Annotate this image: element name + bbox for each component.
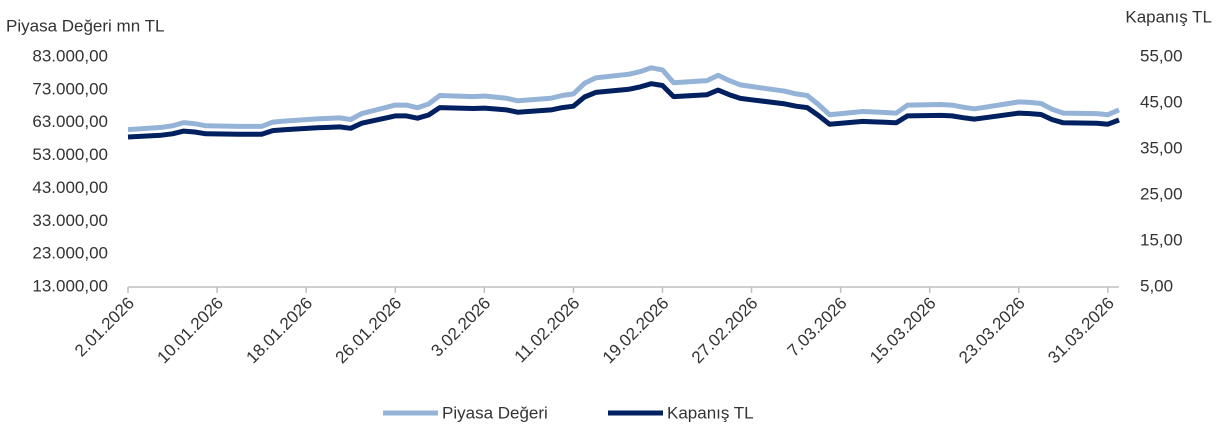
- y-tick-label: 83.000,00: [32, 46, 108, 65]
- x-tick-label: 31.03.2026: [1044, 294, 1118, 368]
- y-tick-label: 63.000,00: [32, 112, 108, 131]
- x-tick-label: 7.03.2026: [784, 294, 851, 361]
- x-tick-label: 2.01.2026: [71, 294, 138, 361]
- x-tick-label: 10.01.2026: [153, 294, 227, 368]
- x-tick-label: 18.01.2026: [243, 294, 317, 368]
- series-line: [127, 81, 1120, 140]
- y2-tick-label: 45,00: [1140, 92, 1183, 111]
- x-tick-label: 23.03.2026: [955, 294, 1029, 368]
- x-tick-label: 19.02.2026: [599, 294, 673, 368]
- y-tick-label: 13.000,00: [32, 276, 108, 295]
- legend-label: Kapanış TL: [667, 403, 754, 422]
- y-tick-label: 33.000,00: [32, 211, 108, 230]
- y2-axis-title: Kapanış TL: [1125, 7, 1212, 26]
- y-tick-label: 43.000,00: [32, 178, 108, 197]
- x-tick-label: 3.02.2026: [427, 294, 494, 361]
- y-tick-label: 53.000,00: [32, 145, 108, 164]
- y-tick-label: 73.000,00: [32, 79, 108, 98]
- y-axis-title: Piyasa Değeri mn TL: [6, 16, 164, 35]
- x-tick-label: 11.02.2026: [511, 294, 584, 367]
- y2-tick-label: 15,00: [1140, 230, 1183, 249]
- x-tick-label: 27.02.2026: [688, 294, 762, 368]
- y2-tick-label: 25,00: [1140, 184, 1183, 203]
- y2-tick-label: 55,00: [1140, 46, 1183, 65]
- x-tick-label: 15.03.2026: [866, 294, 940, 368]
- y2-tick-label: 5,00: [1140, 276, 1173, 295]
- y-tick-label: 23.000,00: [32, 244, 108, 263]
- series-line: [127, 65, 1120, 133]
- legend-label: Piyasa Değeri: [442, 403, 548, 422]
- x-tick-label: 26.01.2026: [332, 294, 406, 368]
- y2-tick-label: 35,00: [1140, 138, 1183, 157]
